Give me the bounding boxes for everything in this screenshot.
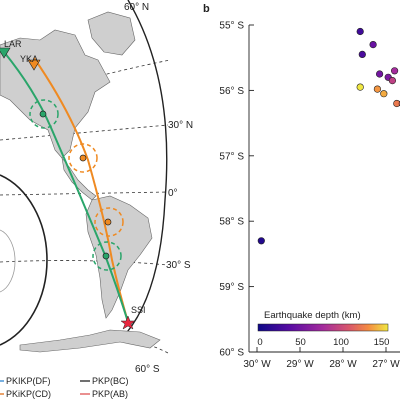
globe-outline [119,0,168,341]
colorbar-tick-label: 0 [257,337,262,348]
colorbar-tick-label: 150 [374,337,390,348]
y-tick-label: 59° S [219,282,244,293]
green-pierce-point-1 [39,110,47,118]
colorbar-ticks: 0 50 100 150 [257,337,389,348]
lat-label-30s: 30° S [166,260,191,271]
green-pierce-circle-2 [92,241,122,271]
north-america [0,29,111,159]
earthquake-point [376,70,384,78]
earthquake-point [356,27,364,36]
earthquake-point [388,76,397,85]
antarctica [19,329,161,353]
station-yka-marker [27,59,41,71]
orange-pierce-circle-2 [94,207,124,237]
colorbar-tick-label: 50 [295,337,306,348]
y-tick-label: 57° S [219,151,244,162]
colorbar-label: Earthquake depth (km) [264,310,361,321]
source-star-marker [120,315,136,330]
orange-pierce-circle-1 [68,143,98,173]
orange-pierce-point-2 [104,218,112,226]
earthquake-point [257,237,265,245]
map-panel: LAR YKA SSI 60° N 30° N 0° 30° S 60° S P… [0,0,193,399]
y-tick-label: 56° S [219,86,244,97]
scatter-panel: b 55° S 56° S 57° S 58° S 59° S 60° S 30° W 29… [203,3,400,370]
colorbar-tick-label: 100 [333,337,349,348]
lat-label-0: 0° [168,188,178,199]
earthquake-point [369,40,377,49]
y-tick-label: 58° S [219,217,244,228]
lat-line-30s [0,260,169,266]
core-outline [0,174,48,346]
scatter-points [257,27,400,245]
x-tick-label: 27° W [372,359,400,370]
lat-label-30n: 30° N [168,120,193,131]
inner-core-outline [0,229,16,293]
lat-label-60s: 60° S [135,364,160,375]
south-america [85,195,153,319]
map-legend: PKIKP(DF) PKiKP(CD) PKP(BC) PKP(AB) [0,376,129,399]
orange-pierce-point-1 [79,154,87,162]
legend-label-pkp-ab: PKP(AB) [92,389,128,399]
green-pierce-circle-1 [29,99,59,129]
orange-ray-path [33,57,129,323]
x-axis-ticks: 30° W 29° W 28° W 27° W [243,347,400,370]
y-tick-label: 55° S [219,21,244,32]
panel-label-b: b [203,3,210,15]
earthquake-point [358,50,366,59]
station-lar-label: LAR [4,39,22,49]
source-label: SSI [131,305,146,315]
green-pierce-point-2 [102,252,110,260]
earthquake-point [393,99,400,108]
x-tick-label: 29° W [286,359,314,370]
earthquake-point [356,83,364,91]
y-tick-label: 60° S [219,348,244,359]
earthquake-point [391,67,399,75]
lat-label-60n: 60° N [124,2,149,13]
legend-label-pkikp-df: PKIKP(DF) [6,376,51,386]
y-axis-ticks: 55° S 56° S 57° S 58° S 59° S 60° S [219,21,254,359]
central-america [61,156,97,201]
earthquake-point [380,90,388,98]
earthquake-point [373,85,382,93]
lat-line-30n [0,124,169,141]
legend-label-pkp-bc: PKP(BC) [92,376,129,386]
x-tick-label: 30° W [243,359,271,370]
legend-label-pkikp-cd: PKiKP(CD) [6,389,51,399]
greenland [87,11,136,56]
x-tick-label: 28° W [329,359,357,370]
station-lar-marker [0,47,11,59]
colorbar [257,323,389,332]
green-ray-path [3,51,129,323]
station-yka-label: YKA [20,54,38,64]
